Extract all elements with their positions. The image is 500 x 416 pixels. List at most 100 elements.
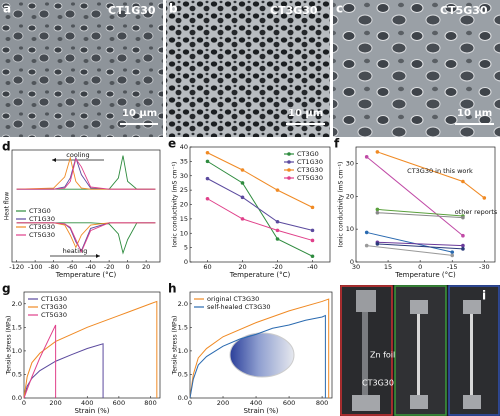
series-line [23, 300, 158, 399]
arrow-head [96, 254, 100, 258]
y-axis-label: Tensile stress (MPa) [172, 316, 179, 376]
legend-marker [287, 160, 291, 164]
data-point [364, 230, 369, 235]
series-line [23, 324, 57, 399]
data-point [375, 242, 380, 246]
y-tick-label: 30 [346, 159, 354, 167]
series-line [189, 314, 326, 399]
y-axis-label: Tensile stress (MPa) [6, 316, 13, 376]
cooling-curve [16, 157, 156, 190]
data-point [364, 243, 369, 248]
data-point [375, 150, 380, 154]
series-line [189, 298, 330, 399]
data-point [461, 179, 465, 184]
x-axis-label: Strain (%) [243, 407, 278, 415]
x-axis-label: Strain (%) [74, 407, 109, 415]
data-point [205, 176, 210, 181]
legend-label: CT3G0 [297, 150, 319, 158]
series-line [366, 231, 453, 253]
x-axis-label: Temperature (°C) [394, 271, 456, 279]
cooling-curve [16, 155, 156, 190]
sample [470, 314, 473, 395]
legend-label: original CT3G30 [207, 295, 259, 303]
panel-label: e [168, 137, 176, 151]
x-tick-label: -120 [9, 263, 24, 271]
x-tick-label: 200 [49, 399, 61, 407]
sample [362, 312, 368, 395]
x-tick-label: -15 [447, 263, 458, 271]
series-line [377, 241, 463, 247]
data-point [310, 205, 315, 210]
plot-frame [23, 291, 161, 399]
y-tick-label: 0.0 [12, 394, 22, 402]
data-point [461, 247, 465, 251]
sem-image [333, 0, 500, 137]
y-tick-label: 1.0 [178, 347, 188, 355]
legend-marker [287, 152, 291, 156]
data-point [310, 228, 315, 233]
image-title: CT3G30 [270, 4, 318, 17]
x-tick-label: 0 [188, 399, 192, 407]
data-point [275, 188, 280, 192]
data-point [375, 210, 380, 215]
clamp [463, 300, 481, 314]
x-axis-label: Temperature (°C) [55, 271, 117, 279]
y-tick-label: 35 [180, 157, 188, 165]
x-tick-label: 30 [352, 263, 360, 271]
data-point [205, 196, 210, 201]
data-point [482, 196, 487, 200]
plot-frame [11, 149, 161, 263]
annotation: other reports [455, 208, 498, 216]
panel-label: h [168, 282, 177, 296]
y-tick-label: 20 [346, 192, 354, 200]
x-tick-label: 20 [238, 263, 246, 271]
y-tick-label: 10 [180, 229, 188, 237]
y-tick-label: 1.5 [12, 323, 22, 331]
x-tick-label: 400 [81, 399, 93, 407]
y-tick-label: 2.0 [178, 300, 188, 308]
series-line [377, 243, 463, 250]
plot-frame [355, 146, 496, 263]
x-tick-label: -100 [28, 263, 43, 271]
data-point [461, 243, 465, 248]
y-tick-label: 10 [346, 225, 354, 233]
legend-marker [287, 168, 291, 172]
annotation: cooling [66, 151, 89, 159]
panel-label: f [334, 137, 340, 151]
data-point [240, 195, 245, 200]
y-tick-label: 1.5 [178, 323, 188, 331]
x-axis-label: Temperature (°C) [229, 271, 291, 279]
data-point [275, 237, 280, 241]
panel-label: i [482, 289, 486, 303]
clamp [410, 395, 428, 409]
data-point [375, 207, 380, 212]
photo-annotation: CT3G30 [362, 379, 394, 388]
y-tick-label: 0.0 [178, 394, 188, 402]
y-axis-label: Ionic conductivity (mS cm⁻¹) [338, 162, 345, 248]
clamp [463, 395, 481, 409]
annotation: heating [63, 247, 88, 255]
y-tick-label: 5 [184, 244, 188, 252]
data-point [450, 250, 455, 254]
annotation: CT3G30 in this work [407, 167, 473, 175]
x-tick-label: 15 [384, 263, 392, 271]
series-line [377, 208, 463, 217]
y-tick-label: 25 [180, 186, 188, 194]
data-point [240, 168, 245, 172]
data-point [364, 155, 369, 159]
x-tick-label: 0 [22, 399, 26, 407]
data-point [205, 159, 210, 164]
sem-image [0, 0, 163, 137]
data-point [461, 233, 465, 238]
legend-label: CT1G30 [41, 295, 67, 303]
y-tick-label: 0.5 [12, 370, 22, 378]
arrow-head [52, 158, 56, 162]
legend-marker [287, 176, 291, 180]
heating-curve [16, 222, 156, 254]
legend-label: CT1G30 [297, 158, 323, 166]
legend-label: CT3G30 [297, 166, 323, 174]
legend-label: CT3G30 [41, 303, 67, 311]
y-tick-label: 2.0 [12, 300, 22, 308]
series-line [366, 245, 453, 256]
data-point [240, 181, 245, 185]
